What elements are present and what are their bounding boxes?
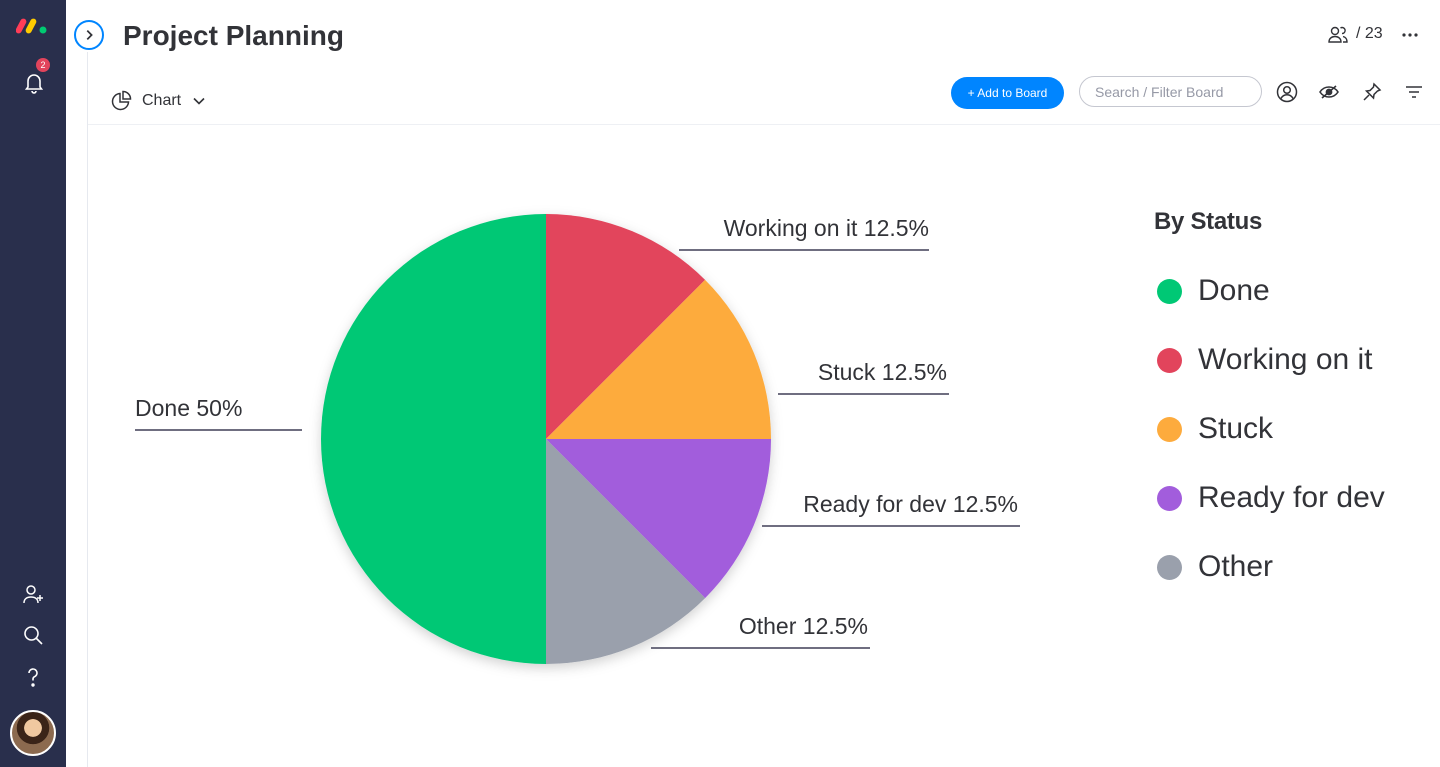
left-sidebar: 2 [0, 0, 66, 767]
legend-item-other[interactable]: Other [1157, 550, 1274, 583]
legend-item-done[interactable]: Done [1157, 274, 1270, 307]
pie-label-ready-for-dev: Ready for dev 12.5% [803, 491, 1018, 517]
tab-divider [88, 124, 1440, 125]
legend-label: Stuck [1198, 412, 1274, 445]
view-selector[interactable]: Chart [110, 88, 207, 114]
person-filter-icon[interactable] [1275, 80, 1299, 104]
person-filter-icon [1328, 26, 1348, 43]
legend-dot [1157, 347, 1182, 373]
legend-label: Done [1198, 274, 1270, 307]
pie-chart-icon [111, 90, 132, 111]
pie-label-other: Other 12.5% [739, 613, 868, 639]
pie-slice-working-on-it[interactable] [546, 214, 706, 439]
pie-label-working-on-it: Working on it 12.5% [724, 215, 929, 241]
invite-member-icon[interactable] [21, 582, 45, 606]
pin-icon[interactable] [1360, 80, 1384, 104]
legend-title: By Status [1154, 208, 1262, 235]
pie-label-done: Done 50% [135, 395, 242, 421]
legend-item-ready-for-dev[interactable]: Ready for dev [1157, 481, 1385, 514]
monday-logo-icon[interactable] [16, 14, 50, 36]
chevron-down-icon [193, 97, 205, 105]
legend-label: Other [1198, 550, 1274, 583]
filter-icon[interactable] [1402, 80, 1426, 104]
search-icon[interactable] [21, 623, 45, 647]
expand-sidebar-button[interactable] [74, 20, 104, 50]
notification-badge: 2 [36, 58, 50, 72]
legend-dot [1157, 416, 1182, 442]
pie-slice-stuck[interactable] [546, 279, 771, 439]
page-title: Project Planning [123, 20, 344, 51]
add-to-board-button[interactable]: + Add to Board [951, 77, 1064, 109]
pie-slice-done[interactable] [321, 214, 546, 664]
user-avatar[interactable] [10, 710, 56, 756]
legend-label: Working on it [1198, 343, 1373, 376]
pie-label-stuck: Stuck 12.5% [818, 359, 947, 385]
legend-dot [1157, 485, 1182, 511]
status-pie-chart: Done 50% Working on it 12.5% Stuck 12.5% Re… [135, 214, 1020, 664]
more-options-icon[interactable] [1400, 26, 1420, 42]
help-icon[interactable] [21, 665, 45, 689]
legend-dot [1157, 554, 1182, 580]
bell-icon[interactable] [22, 70, 46, 94]
eye-icon[interactable] [1317, 80, 1341, 104]
legend-item-stuck[interactable]: Stuck [1157, 412, 1274, 445]
panel-divider [87, 52, 88, 767]
search-filter-input[interactable] [1079, 76, 1262, 107]
legend-dot [1157, 278, 1182, 304]
view-label: Chart [142, 92, 182, 109]
board-members[interactable]: / 23 [1328, 24, 1383, 44]
legend-item-working-on-it[interactable]: Working on it [1157, 343, 1373, 376]
members-count: / 23 [1356, 25, 1383, 42]
legend-label: Ready for dev [1198, 481, 1385, 514]
pie-slice-ready-for-dev[interactable] [546, 439, 771, 599]
pie-slice-other[interactable] [546, 439, 706, 664]
